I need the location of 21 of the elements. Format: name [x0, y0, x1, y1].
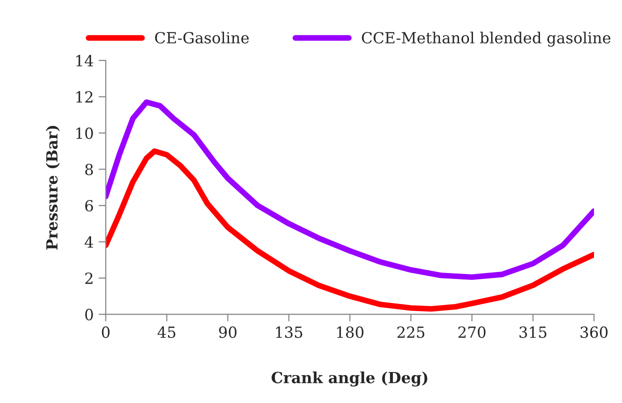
y-tick-label: 2 [85, 272, 92, 284]
x-tick-label: 90 [219, 326, 237, 338]
y-tick-label: 10 [76, 127, 93, 140]
y-tick-label: 12 [76, 91, 92, 103]
x-tick-label: 315 [520, 326, 546, 338]
y-tick-label: 6 [85, 200, 93, 212]
x-axis-title: Crank angle (Deg) [272, 371, 428, 386]
x-tick-label: 45 [158, 326, 176, 338]
y-axis-title: Pressure (Bar) [46, 126, 60, 250]
x-tick-label: 225 [397, 326, 424, 338]
y-tick-label: 4 [84, 236, 94, 248]
y-tick-label: 8 [85, 164, 93, 176]
x-tick-label: 180 [337, 326, 364, 338]
x-tick-label: 360 [580, 326, 608, 338]
legend-label: CCE-Methanol blended gasoline [362, 32, 610, 47]
x-tick-label: 135 [276, 326, 302, 338]
y-tick-label: 0 [85, 308, 93, 320]
x-tick-label: 270 [458, 326, 486, 338]
y-tick-label: 14 [76, 54, 94, 66]
legend-label: CE-Gasoline [155, 32, 249, 44]
x-tick-label: 0 [102, 326, 110, 338]
